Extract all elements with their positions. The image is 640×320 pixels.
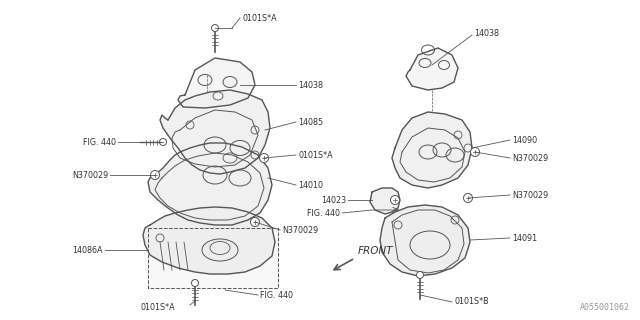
Polygon shape bbox=[370, 188, 400, 214]
Circle shape bbox=[463, 194, 472, 203]
Polygon shape bbox=[380, 205, 470, 276]
Text: FIG. 440: FIG. 440 bbox=[260, 291, 293, 300]
Text: FIG. 440: FIG. 440 bbox=[83, 138, 116, 147]
Circle shape bbox=[259, 154, 269, 163]
Circle shape bbox=[417, 271, 424, 278]
Text: 14090: 14090 bbox=[512, 135, 537, 145]
Circle shape bbox=[390, 196, 399, 204]
Text: FRONT: FRONT bbox=[358, 246, 394, 256]
Polygon shape bbox=[392, 112, 472, 188]
Text: 14038: 14038 bbox=[298, 81, 323, 90]
Text: FIG. 440: FIG. 440 bbox=[307, 209, 340, 218]
Circle shape bbox=[470, 148, 479, 156]
Text: 0101S*B: 0101S*B bbox=[454, 298, 488, 307]
Polygon shape bbox=[160, 90, 270, 174]
Circle shape bbox=[150, 171, 159, 180]
Text: A055001062: A055001062 bbox=[580, 303, 630, 312]
Text: 14010: 14010 bbox=[298, 180, 323, 189]
Circle shape bbox=[211, 25, 218, 31]
Circle shape bbox=[250, 218, 259, 227]
Text: N370029: N370029 bbox=[512, 190, 548, 199]
Text: 0101S*A: 0101S*A bbox=[140, 303, 175, 313]
Text: 14085: 14085 bbox=[298, 117, 323, 126]
Text: 0101S*A: 0101S*A bbox=[298, 150, 333, 159]
Polygon shape bbox=[178, 58, 255, 108]
Text: N370029: N370029 bbox=[72, 171, 108, 180]
Polygon shape bbox=[406, 48, 458, 90]
Text: 14023: 14023 bbox=[321, 196, 346, 204]
Text: 14086A: 14086A bbox=[72, 245, 103, 254]
Text: 0101S*A: 0101S*A bbox=[242, 13, 276, 22]
Text: 14091: 14091 bbox=[512, 234, 537, 243]
Polygon shape bbox=[143, 207, 275, 274]
Circle shape bbox=[191, 279, 198, 286]
Text: N370029: N370029 bbox=[282, 226, 318, 235]
Polygon shape bbox=[148, 143, 272, 225]
Circle shape bbox=[159, 139, 166, 146]
Text: 14038: 14038 bbox=[474, 28, 499, 37]
Text: N370029: N370029 bbox=[512, 154, 548, 163]
Polygon shape bbox=[148, 228, 278, 288]
